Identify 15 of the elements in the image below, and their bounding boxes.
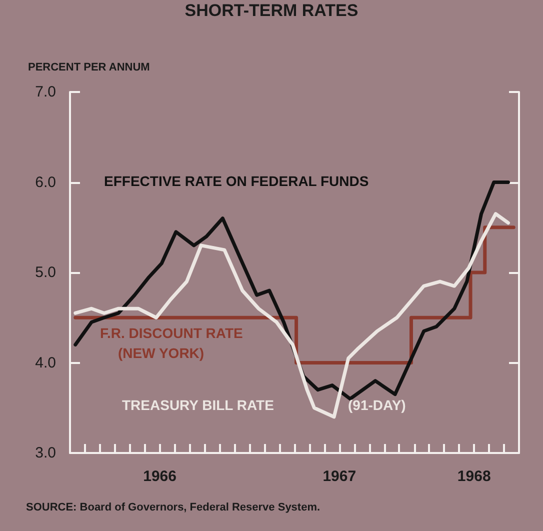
y-tick-label: 7.0 [35,84,56,100]
y-tick-label: 3.0 [35,444,56,462]
y-tick-label: 6.0 [35,174,56,191]
line-series [74,212,510,419]
y-tick-label: 4.0 [35,354,56,372]
y-axis-title: PERCENT PER ANNUM [28,62,150,74]
text: EFFECTIVE RATE ON FEDERAL FUNDS [104,173,369,189]
source-note: SOURCE: Board of Governors, Federal Reserve System. [26,502,320,514]
y-tick-label: 5.0 [35,264,56,281]
x-tick-label: 1967 [322,468,356,485]
series-label: F.R. DISCOUNT RATE (NEW YORK) [100,325,243,361]
x-tick-label: 1968 [457,468,491,485]
x-tick-label: 1966 [143,468,176,485]
text: TREASURY BILL RATE (91-DAY) [122,397,406,413]
chart-title: SHORT-TERM RATES [184,1,358,20]
